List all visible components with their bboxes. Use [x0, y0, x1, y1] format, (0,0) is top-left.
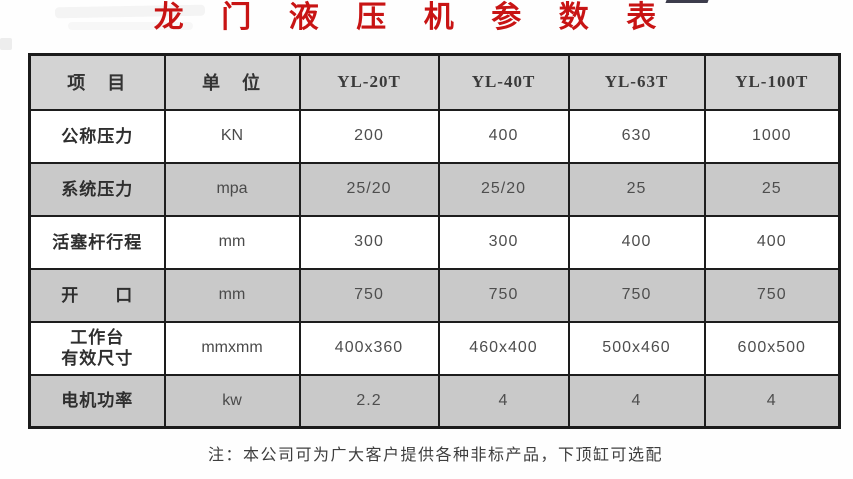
cell-value: 1000: [703, 108, 841, 164]
header-model-yl20t: YL-20T: [298, 53, 440, 111]
page-title: 龙 门 液 压 机 参 数 表: [153, 1, 672, 34]
row-label: 系统压力: [28, 161, 166, 217]
cell-value: 400: [703, 214, 841, 270]
header-model-yl40t: YL-40T: [437, 53, 570, 111]
cell-value: 25/20: [437, 161, 570, 217]
scan-smudge: [0, 38, 12, 50]
cell-value: 750: [567, 267, 706, 323]
row-label: 活塞杆行程: [28, 214, 166, 270]
cell-value: 400: [437, 108, 570, 164]
table-row-nominal-pressure: 公称压力 KN 200 400 630 1000: [28, 108, 841, 164]
cell-value: 25: [567, 161, 706, 217]
row-unit: mm: [163, 214, 301, 270]
cell-value: 500x460: [567, 320, 706, 376]
table-row-motor-power: 电机功率 kw 2.2 4 4 4: [28, 373, 841, 429]
row-label: 电机功率: [28, 373, 166, 429]
cell-value: 4: [703, 373, 841, 429]
cell-value: 2.2: [298, 373, 440, 429]
row-unit: kw: [163, 373, 301, 429]
table-row-worktable-size: 工作台 有效尺寸 mmxmm 400x360 460x400 500x460 6…: [28, 320, 841, 376]
row-unit: mmxmm: [163, 320, 301, 376]
cell-value: 750: [298, 267, 440, 323]
cell-value: 750: [437, 267, 570, 323]
footnote: 注：本公司可为广大客户提供各种非标产品，下顶缸可选配: [207, 447, 663, 464]
row-unit: KN: [163, 108, 301, 164]
table-row-piston-stroke: 活塞杆行程 mm 300 300 400 400: [28, 214, 841, 270]
header-model-yl100t: YL-100T: [703, 53, 841, 111]
cell-value: 750: [703, 267, 841, 323]
table-row-opening: 开 口 mm 750 750 750 750: [28, 267, 841, 323]
table-row-system-pressure: 系统压力 mpa 25/20 25/20 25 25: [28, 161, 841, 217]
row-unit: mpa: [163, 161, 301, 217]
scan-smudge: [68, 22, 193, 30]
header-item: 项 目: [28, 53, 166, 111]
header-unit: 单 位: [163, 53, 301, 111]
cell-value: 300: [437, 214, 570, 270]
cell-value: 300: [298, 214, 440, 270]
cell-value: 200: [298, 108, 440, 164]
header-model-yl63t: YL-63T: [567, 53, 706, 111]
row-label: 公称压力: [28, 108, 166, 164]
cell-value: 25/20: [298, 161, 440, 217]
cell-value: 600x500: [703, 320, 841, 376]
cell-value: 4: [437, 373, 570, 429]
row-label: 开 口: [28, 267, 166, 323]
cell-value: 630: [567, 108, 706, 164]
cell-value: 25: [703, 161, 841, 217]
table-header-row: 项 目 单 位 YL-20T YL-40T YL-63T YL-100T: [28, 53, 841, 111]
cell-value: 4: [567, 373, 706, 429]
row-unit: mm: [163, 267, 301, 323]
row-label: 工作台 有效尺寸: [28, 320, 166, 376]
cell-value: 400: [567, 214, 706, 270]
cell-value: 460x400: [437, 320, 570, 376]
cell-value: 400x360: [298, 320, 440, 376]
parameter-table: 项 目 单 位 YL-20T YL-40T YL-63T YL-100T 公称压…: [28, 53, 841, 429]
